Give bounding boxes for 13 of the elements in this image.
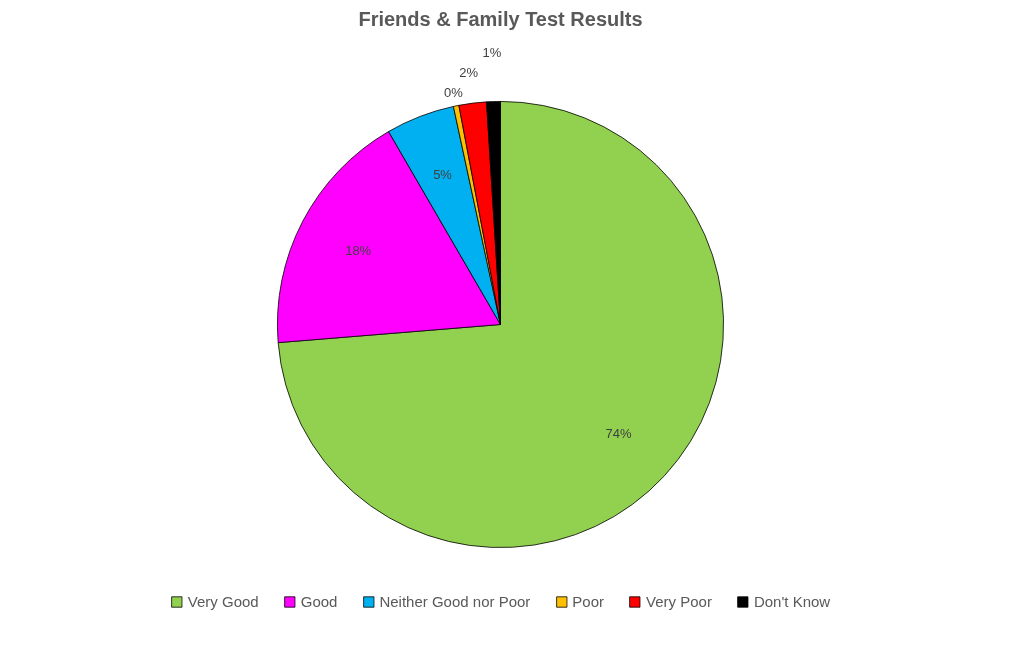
legend-label: Good [300, 593, 338, 610]
legend-label: Very Poor [646, 593, 712, 610]
legend-label: Very Good [187, 593, 259, 610]
data-label: 5% [433, 167, 453, 183]
data-label: 1% [482, 44, 502, 60]
legend-label: Poor [572, 593, 605, 610]
data-label: 18% [345, 242, 372, 258]
legend-label: Neither Good nor Poor [379, 593, 531, 610]
legend-label: Don't Know [753, 593, 831, 610]
chart-title: Friends & Family Test Results [358, 7, 643, 30]
data-label: 74% [605, 425, 633, 441]
data-label: 2% [459, 64, 479, 80]
data-label: 0% [444, 85, 464, 101]
